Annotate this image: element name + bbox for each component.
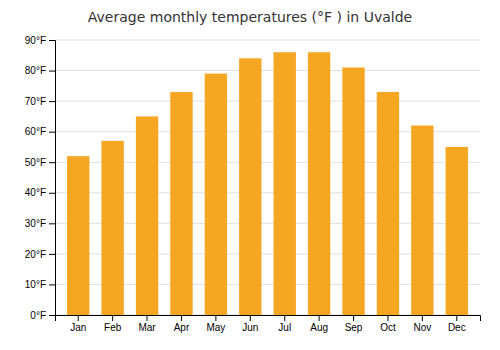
bar: [67, 156, 89, 315]
tick-label: Oct: [380, 322, 396, 333]
tick: 0°F: [30, 310, 55, 321]
tick-label: Aug: [310, 322, 328, 333]
tick-label: 90°F: [25, 35, 46, 46]
bar: [101, 141, 123, 315]
tick-mark: [284, 315, 285, 321]
tick-mark: [112, 315, 113, 321]
title: Average monthly temperatures (°F ) in Uv…: [88, 9, 412, 25]
tick-mark: [49, 254, 55, 255]
bar: [205, 74, 227, 315]
tick: 50°F: [25, 157, 55, 168]
bar: [446, 147, 468, 315]
tick: Jul: [278, 315, 291, 333]
tick-mark: [49, 284, 55, 285]
tick-label: Nov: [413, 322, 431, 333]
tick-label: 70°F: [25, 96, 46, 107]
tick-label: Jul: [278, 322, 291, 333]
tick-mark: [49, 315, 55, 316]
tick: May: [206, 315, 225, 333]
tick-mark: [49, 101, 55, 102]
tick: Mar: [138, 315, 156, 333]
tick: 40°F: [25, 187, 55, 198]
bar: [239, 58, 261, 315]
tick-mark: [215, 315, 216, 321]
tick-mark: [319, 315, 320, 321]
tick-mark: [422, 315, 423, 321]
tick-label: Feb: [104, 322, 122, 333]
tick-label: 0°F: [30, 310, 46, 321]
tick: 70°F: [25, 96, 55, 107]
tick-mark: [353, 315, 354, 321]
tick-mark: [49, 71, 55, 72]
tick: 90°F: [25, 35, 55, 46]
bar: [411, 126, 433, 315]
tick-label: 40°F: [25, 187, 46, 198]
grid: [55, 40, 480, 315]
chart: Average monthly temperatures (°F ) in Uv…: [0, 0, 500, 350]
tick-mark: [49, 193, 55, 194]
tick-label: 10°F: [25, 279, 46, 290]
tick: Jan: [70, 315, 86, 333]
tick: Nov: [413, 315, 431, 333]
tick-mark: [181, 315, 182, 321]
tick: 80°F: [25, 65, 55, 76]
tick-label: 20°F: [25, 249, 46, 260]
tick-label: 30°F: [25, 218, 46, 229]
tick-label: 60°F: [25, 126, 46, 137]
y-axis: 0°F 10°F 20°F 30°F 40°F 50°F 60°F 70°F 80°F 90°F: [25, 35, 56, 321]
tick: Aug: [310, 315, 328, 333]
tick-label: Jun: [242, 322, 258, 333]
tick-mark: [147, 315, 148, 321]
tick: Jun: [242, 315, 258, 333]
bar: [377, 92, 399, 315]
tick-mark: [250, 315, 251, 321]
tick-mark: [49, 223, 55, 224]
bar: [342, 68, 364, 316]
axis-line: [49, 41, 56, 316]
tick-label: May: [206, 322, 225, 333]
tick: 30°F: [25, 218, 55, 229]
tick-label: Jan: [70, 322, 86, 333]
tick-label: 80°F: [25, 65, 46, 76]
tick-label: Apr: [174, 322, 190, 333]
tick-mark: [49, 132, 55, 133]
bar: [170, 92, 192, 315]
tick-mark: [78, 315, 79, 321]
tick-mark: [456, 315, 457, 321]
bar: [308, 52, 330, 315]
tick: 60°F: [25, 126, 55, 137]
tick: Oct: [380, 315, 396, 333]
grid-line: [55, 101, 480, 102]
plot: 0°F 10°F 20°F 30°F 40°F 50°F 60°F 70°F 80°F 90°F J…: [25, 35, 481, 333]
axis-line: [56, 316, 481, 322]
tick-mark: [387, 315, 388, 321]
tick: 20°F: [25, 249, 55, 260]
tick-label: 50°F: [25, 157, 46, 168]
tick-label: Sep: [345, 322, 363, 333]
tick-mark: [49, 162, 55, 163]
tick: Dec: [448, 315, 466, 333]
bar: [136, 116, 158, 315]
tick: Sep: [345, 315, 363, 333]
grid-line: [55, 70, 480, 71]
tick: Apr: [174, 315, 190, 333]
tick-mark: [49, 40, 55, 41]
x-axis: Jan Feb Mar Apr May Jun Jul Aug Sep Oct Nov Dec: [56, 315, 481, 333]
bar: [274, 52, 296, 315]
tick: 10°F: [25, 279, 55, 290]
tick: Feb: [104, 315, 122, 333]
tick-label: Mar: [138, 322, 156, 333]
grid-line: [55, 40, 480, 41]
tick-label: Dec: [448, 322, 466, 333]
bars: [67, 52, 468, 315]
